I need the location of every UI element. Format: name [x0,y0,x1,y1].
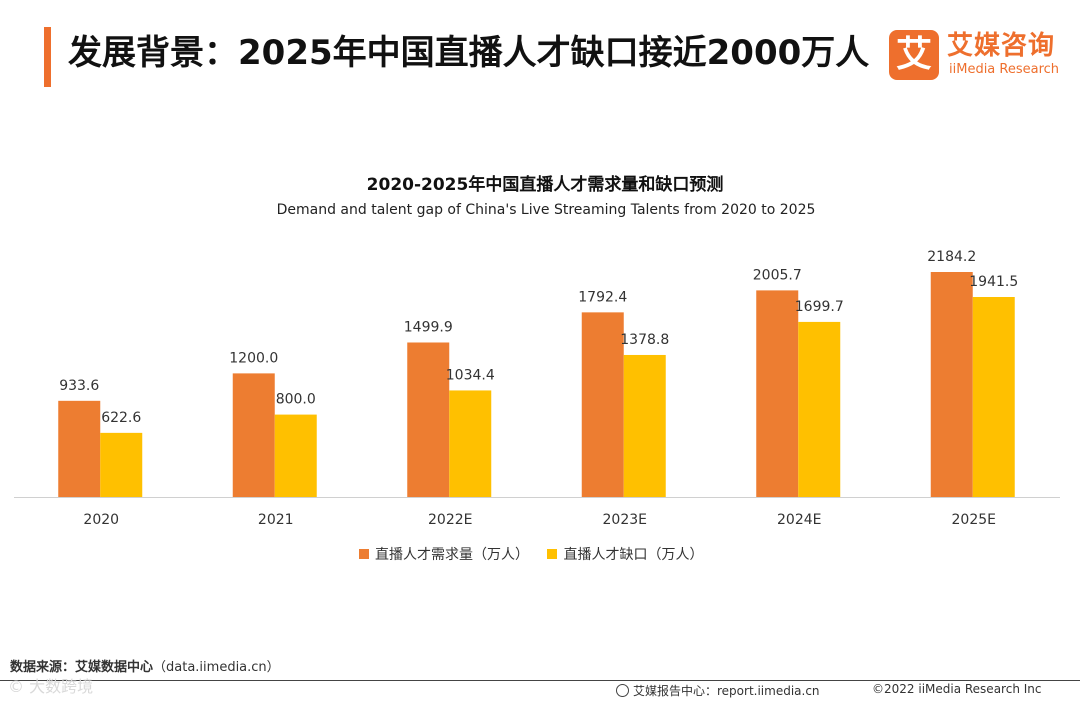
bar-gap-2020 [100,432,143,497]
bar-demand-2024E [756,290,799,497]
bar-demand-2020 [58,400,101,497]
globe-icon [616,684,629,697]
footer-divider [0,680,1080,681]
watermark: © 大数跨境 [8,677,94,696]
logo-name-cn: 艾媒咨询 [947,31,1056,61]
data-label-demand-2020: 933.6 [59,378,99,394]
logo-name-en: iiMedia Research [949,62,1060,77]
bar-demand-2025E [930,272,973,497]
source-label: 数据来源：艾媒数据中心 [10,660,154,675]
data-label-demand-2024E: 2005.7 [753,267,802,283]
title-accent-bar [44,27,51,87]
legend-label-demand: 直播人才需求量（万人） [375,547,529,563]
footer-copyright: ©2022 iiMedia Research Inc [872,682,1042,696]
data-label-gap-2021: 800.0 [276,392,316,408]
bar-demand-2023E [581,312,624,497]
data-source: 数据来源：艾媒数据中心（data.iimedia.cn） [10,656,280,675]
data-label-demand-2023E: 1792.4 [578,289,627,305]
footer-report-text: 艾媒报告中心：report.iimedia.cn [633,684,820,698]
bar-gap-2025E [972,297,1015,497]
data-label-gap-2024E: 1699.7 [795,299,844,315]
bar-demand-2022E [407,342,450,497]
legend-item-demand: 直播人才需求量（万人） [359,544,529,564]
chart-title: 2020-2025年中国直播人才需求量和缺口预测 [366,175,724,195]
legend-item-gap: 直播人才缺口（万人） [547,544,703,564]
bar-gap-2021 [274,414,317,497]
data-label-gap-2025E: 1941.5 [969,274,1018,290]
iimedia-logo: 艾 艾媒咨询 iiMedia Research [889,30,1069,82]
data-label-gap-2022E: 1034.4 [446,367,495,383]
legend-swatch-demand [359,549,369,559]
x-tick-label-2023E: 2023E [603,512,647,528]
bar-gap-2022E [449,390,492,497]
x-tick-label-2022E: 2022E [428,512,472,528]
source-url: （data.iimedia.cn） [153,660,280,675]
data-label-gap-2023E: 1378.8 [620,332,669,348]
data-label-demand-2022E: 1499.9 [404,319,453,335]
legend-label-gap: 直播人才缺口（万人） [563,547,704,563]
x-tick-label-2020: 2020 [83,512,119,528]
page-title: 发展背景：2025年中国直播人才缺口接近2000万人 [68,33,870,73]
bar-gap-2024E [798,321,841,497]
data-label-demand-2021: 1200.0 [229,350,278,366]
x-tick-label-2021: 2021 [258,512,294,528]
logo-mark-icon: 艾 [889,30,939,80]
x-tick-label-2024E: 2024E [777,512,821,528]
bar-demand-2021 [232,373,275,497]
chart-subtitle: Demand and talent gap of China's Live St… [276,202,816,218]
bar-gap-2023E [623,354,666,497]
x-tick-label-2025E: 2025E [952,512,996,528]
footer-report: 艾媒报告中心：report.iimedia.cn [616,682,820,699]
chart-legend: 直播人才需求量（万人） 直播人才缺口（万人） [359,544,717,564]
data-label-gap-2020: 622.6 [101,410,141,426]
legend-swatch-gap [547,549,558,559]
data-label-demand-2025E: 2184.2 [927,249,976,265]
